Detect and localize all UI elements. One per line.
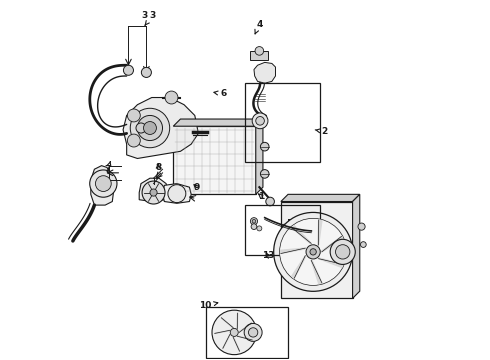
Polygon shape bbox=[221, 318, 233, 328]
Circle shape bbox=[260, 142, 269, 151]
Circle shape bbox=[255, 46, 264, 55]
Polygon shape bbox=[233, 337, 240, 351]
Circle shape bbox=[251, 224, 257, 229]
Circle shape bbox=[260, 170, 269, 178]
Circle shape bbox=[165, 91, 178, 104]
Circle shape bbox=[168, 185, 186, 203]
Circle shape bbox=[150, 189, 157, 196]
Circle shape bbox=[212, 310, 256, 355]
Circle shape bbox=[90, 170, 117, 197]
Circle shape bbox=[127, 134, 140, 147]
Circle shape bbox=[266, 197, 274, 206]
Circle shape bbox=[96, 176, 111, 192]
Text: 13: 13 bbox=[262, 251, 274, 260]
Polygon shape bbox=[256, 119, 263, 194]
Circle shape bbox=[252, 220, 256, 223]
Polygon shape bbox=[281, 194, 360, 202]
Circle shape bbox=[256, 117, 265, 125]
Polygon shape bbox=[292, 226, 311, 244]
Circle shape bbox=[123, 65, 133, 75]
Polygon shape bbox=[123, 98, 198, 158]
Text: 2: 2 bbox=[315, 127, 327, 136]
Polygon shape bbox=[139, 178, 168, 202]
Polygon shape bbox=[237, 336, 252, 340]
FancyBboxPatch shape bbox=[281, 202, 353, 298]
Text: 3: 3 bbox=[142, 10, 147, 19]
Circle shape bbox=[130, 108, 170, 148]
Circle shape bbox=[358, 223, 365, 230]
Text: 7: 7 bbox=[105, 162, 111, 174]
Polygon shape bbox=[163, 184, 191, 203]
Circle shape bbox=[142, 181, 165, 204]
Circle shape bbox=[280, 218, 346, 285]
Polygon shape bbox=[239, 323, 251, 332]
Text: 3: 3 bbox=[145, 11, 156, 25]
FancyBboxPatch shape bbox=[173, 126, 256, 194]
Circle shape bbox=[336, 245, 350, 259]
Circle shape bbox=[361, 242, 366, 247]
Polygon shape bbox=[91, 166, 114, 205]
Circle shape bbox=[244, 323, 262, 341]
Text: 10: 10 bbox=[199, 301, 218, 310]
Circle shape bbox=[252, 113, 268, 129]
Polygon shape bbox=[292, 256, 306, 278]
Circle shape bbox=[127, 109, 140, 122]
Circle shape bbox=[137, 116, 163, 140]
Polygon shape bbox=[237, 313, 238, 329]
Circle shape bbox=[141, 67, 151, 77]
Text: 12: 12 bbox=[321, 267, 334, 276]
Polygon shape bbox=[223, 334, 230, 348]
Text: 1: 1 bbox=[258, 192, 264, 201]
Circle shape bbox=[330, 239, 355, 264]
Text: 5: 5 bbox=[281, 219, 293, 228]
Circle shape bbox=[257, 226, 262, 231]
Circle shape bbox=[230, 328, 238, 336]
Circle shape bbox=[248, 328, 258, 337]
Polygon shape bbox=[318, 258, 343, 267]
Circle shape bbox=[306, 245, 320, 259]
Polygon shape bbox=[353, 194, 360, 298]
Polygon shape bbox=[311, 260, 322, 284]
Polygon shape bbox=[322, 237, 343, 252]
Text: 4: 4 bbox=[255, 19, 263, 34]
Text: 9: 9 bbox=[194, 183, 200, 192]
Text: 6: 6 bbox=[214, 89, 226, 98]
Polygon shape bbox=[281, 248, 305, 253]
Polygon shape bbox=[173, 119, 263, 126]
Circle shape bbox=[250, 218, 258, 225]
FancyBboxPatch shape bbox=[250, 51, 269, 60]
Text: 11: 11 bbox=[224, 339, 237, 351]
Polygon shape bbox=[254, 62, 275, 83]
Circle shape bbox=[136, 123, 146, 133]
Text: 8: 8 bbox=[155, 163, 161, 172]
Circle shape bbox=[274, 212, 353, 291]
Polygon shape bbox=[215, 330, 230, 333]
Circle shape bbox=[310, 249, 316, 255]
Circle shape bbox=[144, 122, 156, 134]
Polygon shape bbox=[318, 220, 322, 245]
